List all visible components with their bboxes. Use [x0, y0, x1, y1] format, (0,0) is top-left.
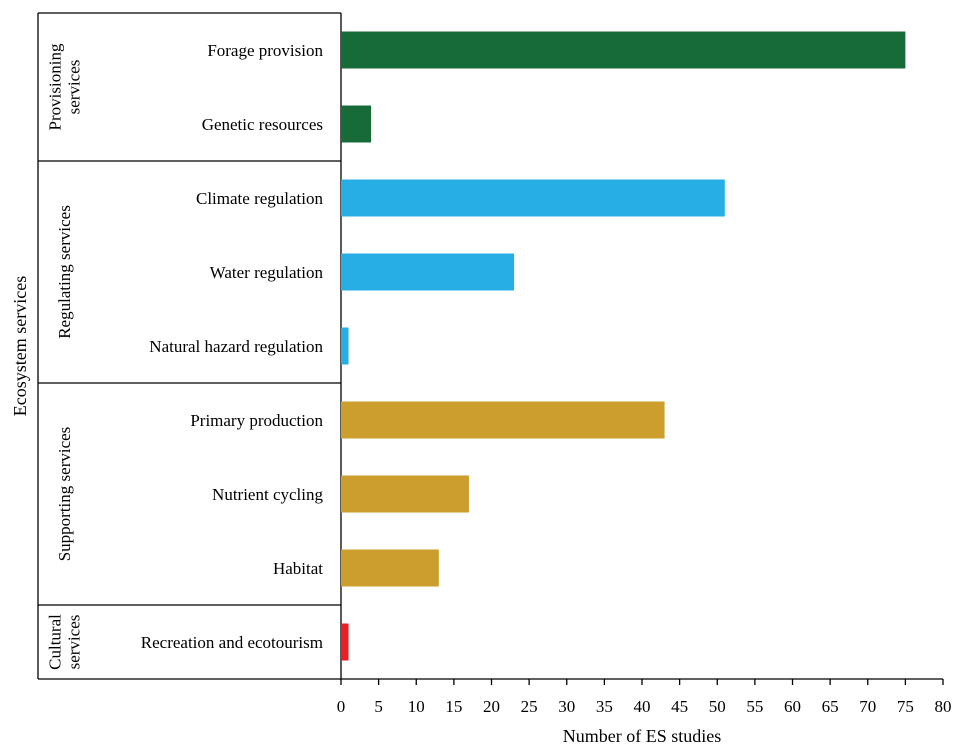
- bar-genetic-resources: [341, 105, 372, 143]
- bar-water-regulation: [341, 253, 515, 291]
- x-axis-ticks: 0 5 10 15 20 25 30 35 40 45 50 55 60 65 70 75 80: [337, 679, 952, 716]
- category-labels: Forage provision Genetic resources Climate…: [141, 41, 324, 652]
- x-tick-label: 5: [374, 697, 383, 716]
- group-label-line: Provisioning: [46, 43, 65, 130]
- x-tick-label: 10: [408, 697, 425, 716]
- group-label: Supporting services: [55, 427, 74, 562]
- x-tick-label: 70: [859, 697, 876, 716]
- x-tick-label: 15: [445, 697, 462, 716]
- x-tick-label: 55: [746, 697, 763, 716]
- category-label: Genetic resources: [202, 115, 323, 134]
- bar-natural-hazard-regulation: [341, 327, 349, 365]
- x-tick-label: 35: [596, 697, 613, 716]
- category-label: Water regulation: [210, 263, 324, 282]
- group-label-line: services: [65, 615, 84, 670]
- category-label: Natural hazard regulation: [149, 337, 323, 356]
- group-label: Culturalservices: [46, 614, 84, 670]
- group-label: Regulating services: [55, 205, 74, 339]
- x-tick-label: 25: [521, 697, 538, 716]
- bar-nutrient-cycling: [341, 475, 469, 513]
- group-label-line: Supporting services: [55, 427, 74, 562]
- x-tick-label: 75: [897, 697, 914, 716]
- x-tick-label: 40: [634, 697, 651, 716]
- category-label: Nutrient cycling: [212, 485, 323, 504]
- x-tick-label: 80: [935, 697, 952, 716]
- group-label: Provisioningservices: [46, 43, 84, 130]
- group-label-line: Cultural: [46, 614, 65, 670]
- x-tick-label: 65: [822, 697, 839, 716]
- category-label: Primary production: [190, 411, 323, 430]
- group-label-line: services: [65, 60, 84, 115]
- x-tick-label: 20: [483, 697, 500, 716]
- category-label: Recreation and ecotourism: [141, 633, 323, 652]
- category-label: Forage provision: [207, 41, 323, 60]
- bar-climate-regulation: [341, 179, 725, 217]
- y-axis-title: Ecosystem services: [10, 276, 30, 416]
- x-tick-label: 60: [784, 697, 801, 716]
- bar-habitat: [341, 549, 439, 587]
- bar-forage-provision: [341, 31, 906, 69]
- x-tick-label: 30: [558, 697, 575, 716]
- x-tick-label: 45: [671, 697, 688, 716]
- bar-primary-production: [341, 401, 665, 439]
- bar-recreation-and-ecotourism: [341, 623, 349, 661]
- x-tick-label: 0: [337, 697, 346, 716]
- x-axis-title: Number of ES studies: [563, 726, 721, 746]
- group-label-line: Regulating services: [55, 205, 74, 339]
- category-label: Climate regulation: [196, 189, 323, 208]
- x-tick-label: 50: [709, 697, 726, 716]
- category-label: Habitat: [273, 559, 323, 578]
- bars: [341, 31, 906, 661]
